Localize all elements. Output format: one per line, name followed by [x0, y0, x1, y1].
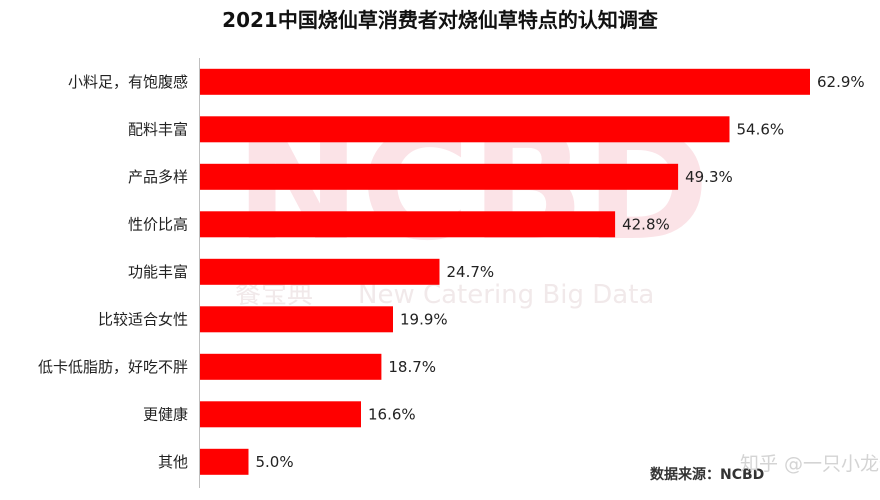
category-label-8: 其他 — [158, 453, 188, 471]
category-label-3: 性价比高 — [128, 215, 188, 233]
watermark-sub-cn: 餐宝典 — [235, 280, 313, 310]
category-label-6: 低卡低脂肪，好吃不胖 — [38, 358, 188, 376]
value-label-7: 16.6% — [368, 405, 416, 423]
bar-5 — [200, 306, 393, 333]
bar-7 — [200, 401, 361, 428]
bar-3 — [200, 211, 616, 238]
category-label-1: 配料丰富 — [128, 120, 188, 138]
category-label-7: 更健康 — [143, 405, 188, 423]
value-label-3: 42.8% — [622, 215, 670, 233]
value-label-6: 18.7% — [388, 358, 436, 376]
source-note: 数据来源：NCBD — [650, 466, 764, 483]
bar-1 — [200, 116, 730, 143]
category-label-0: 小料足，有饱腹感 — [68, 73, 188, 91]
bars-group: 小料足，有饱腹感 62.9% 配料丰富 54.6% 产品多样 49.3% 性价比高 42.8%… — [38, 68, 865, 475]
category-label-5: 比较适合女性 — [98, 310, 188, 328]
category-label-2: 产品多样 — [128, 168, 188, 186]
category-label-4: 功能丰富 — [128, 263, 188, 281]
value-label-1: 54.6% — [737, 120, 785, 138]
value-label-5: 19.9% — [400, 310, 448, 328]
value-label-2: 49.3% — [685, 168, 733, 186]
value-label-8: 5.0% — [256, 453, 294, 471]
bar-2 — [200, 163, 679, 190]
credit-watermark: 知乎 @一只小龙侠 — [740, 453, 880, 475]
value-label-0: 62.9% — [817, 73, 865, 91]
bar-0 — [200, 68, 810, 95]
bar-8 — [200, 448, 249, 475]
bar-6 — [200, 353, 382, 380]
chart-title: 2021中国烧仙草消费者对烧仙草特点的认知调查 — [222, 8, 658, 32]
watermark-sub-en: New Catering Big Data — [358, 280, 654, 310]
bar-4 — [200, 258, 440, 285]
value-label-4: 24.7% — [447, 263, 495, 281]
